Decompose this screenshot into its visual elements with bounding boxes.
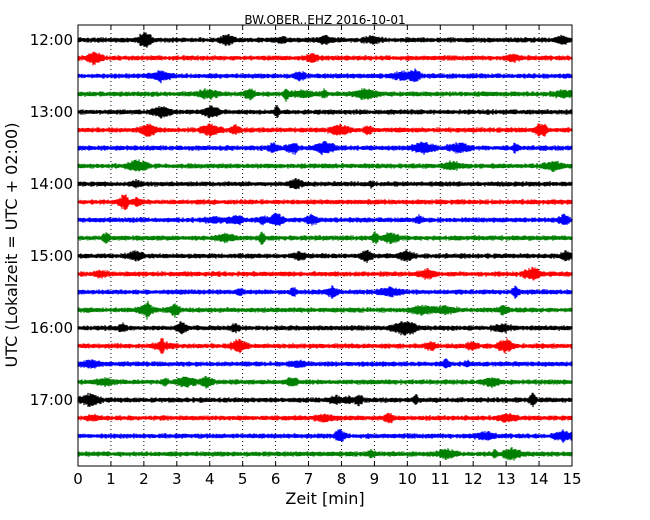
trace-1345 xyxy=(77,159,573,172)
x-tick-label: 8 xyxy=(337,470,347,488)
x-tick-label: 1 xyxy=(106,470,116,488)
grid-lines xyxy=(110,25,540,466)
trace-1330 xyxy=(77,140,573,155)
x-tick-label: 3 xyxy=(172,470,182,488)
y-tick-label: 17:00 xyxy=(30,391,73,409)
x-tick-label: 12 xyxy=(464,470,483,488)
trace-1430 xyxy=(77,212,573,226)
x-tick-label: 14 xyxy=(530,470,549,488)
x-tick-label: 2 xyxy=(139,470,149,488)
trace-1200 xyxy=(77,31,573,48)
x-tick-label: 5 xyxy=(238,470,248,488)
trace-1530 xyxy=(77,285,573,299)
trace-1300 xyxy=(77,105,573,119)
x-axis-label: Zeit [min] xyxy=(285,489,364,508)
trace-1700 xyxy=(77,392,573,408)
trace-1745 xyxy=(77,447,573,461)
trace-1715 xyxy=(77,412,573,424)
x-tick-label: 7 xyxy=(304,470,314,488)
plot-frame xyxy=(77,24,573,467)
trace-1400 xyxy=(77,178,573,190)
x-tick-labels: 0 1 2 3 4 5 6 7 8 9 10 11 12 13 14 15 xyxy=(73,470,581,488)
trace-1730 xyxy=(77,429,573,443)
trace-1630 xyxy=(77,358,573,369)
y-tick-label: 12:00 xyxy=(30,31,73,49)
seismic-traces xyxy=(77,31,573,461)
y-tick-label: 14:00 xyxy=(30,175,73,193)
trace-1445 xyxy=(77,231,573,245)
trace-1645 xyxy=(77,375,573,389)
trace-1600 xyxy=(77,321,573,336)
x-tick-label: 4 xyxy=(205,470,215,488)
x-tick-label: 13 xyxy=(497,470,516,488)
x-tick-label: 15 xyxy=(562,470,581,488)
trace-1315 xyxy=(77,123,573,137)
y-tick-label: 16:00 xyxy=(30,319,73,337)
axis-ticks xyxy=(77,25,573,466)
trace-1615 xyxy=(77,338,573,354)
x-tick-label: 10 xyxy=(398,470,417,488)
x-tick-label: 6 xyxy=(271,470,281,488)
trace-1230 xyxy=(77,68,573,84)
chart-title: BW.OBER..EHZ 2016-10-01 xyxy=(244,13,405,27)
trace-1515 xyxy=(77,266,573,281)
y-tick-label: 15:00 xyxy=(30,247,73,265)
x-tick-label: 11 xyxy=(431,470,450,488)
trace-1215 xyxy=(77,51,573,66)
y-tick-labels: 12:00 13:00 14:00 15:00 16:00 17:00 xyxy=(30,31,73,409)
trace-1245 xyxy=(77,88,573,102)
trace-1500 xyxy=(77,249,573,263)
trace-1415 xyxy=(77,194,573,211)
trace-1545 xyxy=(77,300,573,320)
y-tick-label: 13:00 xyxy=(30,103,73,121)
x-tick-label: 9 xyxy=(370,470,380,488)
y-axis-label: UTC (Lokalzeit = UTC + 02:00) xyxy=(2,123,21,368)
x-tick-label: 0 xyxy=(73,470,83,488)
